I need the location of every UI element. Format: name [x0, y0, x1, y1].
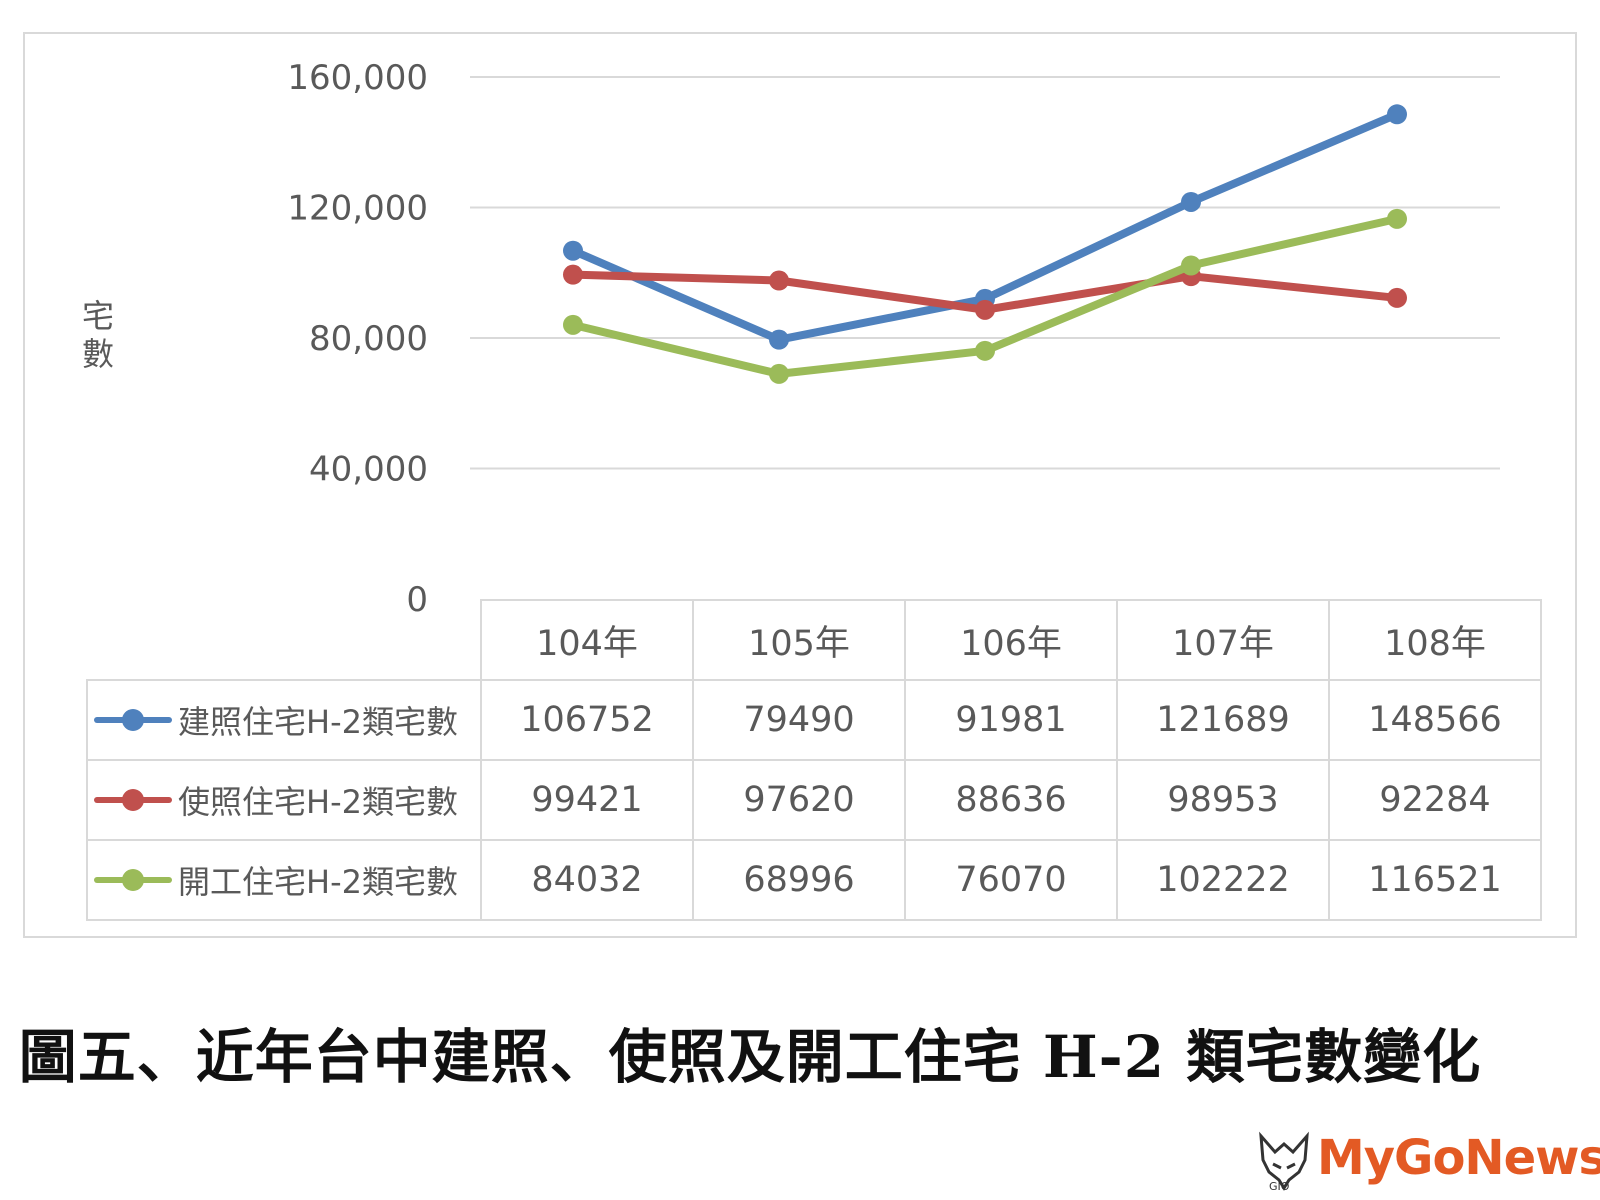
y-tick-label: 80,000 [309, 319, 428, 359]
legend-label: 使照住宅H-2類宅數 [178, 783, 458, 821]
legend-entry: 建照住宅H-2類宅數 [86, 679, 482, 761]
y-axis-label-char: 數 [82, 335, 114, 373]
data-value-cell: 97620 [692, 759, 906, 841]
data-point [975, 340, 995, 361]
data-value-cell: 98953 [1116, 759, 1330, 841]
data-value-cell: 102222 [1116, 839, 1330, 921]
data-value-cell: 106752 [480, 679, 694, 761]
legend-marker-icon [94, 788, 172, 812]
data-point [1387, 208, 1407, 229]
y-axis-ticks: 0 40,000 80,000 120,000 160,000 [287, 58, 428, 620]
data-value-cell: 76070 [904, 839, 1118, 921]
data-value-cell: 91981 [904, 679, 1118, 761]
category-header: 108年 [1328, 599, 1542, 681]
y-tick-label: 0 [406, 580, 428, 620]
figure-caption: 圖五、近年台中建照、使照及開工住宅 H-2 類宅數變化 [18, 1023, 1482, 1091]
table-corner [87, 600, 481, 680]
table-header-row: 104年 105年 106年 107年 108年 [87, 599, 1542, 681]
mygonews-logo: GIO MyGoNews [1255, 1130, 1600, 1193]
legend-label: 開工住宅H-2類宅數 [178, 863, 458, 901]
legend-entry: 開工住宅H-2類宅數 [86, 839, 482, 921]
data-point [1181, 255, 1201, 276]
legend-label: 建照住宅H-2類宅數 [178, 703, 458, 741]
data-value-cell: 92284 [1328, 759, 1542, 841]
series-3 [563, 208, 1407, 384]
data-point [769, 363, 789, 384]
category-header: 104年 [480, 599, 694, 681]
y-axis-label: 宅數 [82, 297, 114, 373]
data-point [563, 240, 583, 261]
table-body: 建照住宅H-2類宅數 106752 79490 91981 121689 148566 使照… [86, 679, 1542, 921]
series-lines [563, 104, 1407, 384]
data-value-cell: 121689 [1116, 679, 1330, 761]
legend-marker-icon [94, 868, 172, 892]
legend-entry: 使照住宅H-2類宅數 [86, 759, 482, 841]
y-tick-label: 160,000 [287, 58, 428, 98]
y-tick-label: 40,000 [309, 450, 428, 490]
table-row: 使照住宅H-2類宅數 99421 97620 88636 98953 92284 [86, 759, 1542, 841]
table-row: 建照住宅H-2類宅數 106752 79490 91981 121689 148566 [86, 679, 1542, 761]
y-tick-label: 120,000 [287, 189, 428, 229]
data-point [1181, 191, 1201, 212]
data-point [769, 329, 789, 350]
legend-marker-icon [94, 708, 172, 732]
data-value-cell: 68996 [692, 839, 906, 921]
data-table: 104年 105年 106年 107年 108年 建照住宅H-2類宅數 106752 794… [86, 599, 1542, 921]
data-point [563, 264, 583, 285]
data-value-cell: 99421 [480, 759, 694, 841]
logo-text: MyGoNews [1317, 1130, 1600, 1186]
fox-logo-icon: GIO [1259, 1131, 1309, 1193]
table-row: 開工住宅H-2類宅數 84032 68996 76070 102222 116521 [86, 839, 1542, 921]
data-value-cell: 148566 [1328, 679, 1542, 761]
data-point [1387, 104, 1407, 125]
data-value-cell: 84032 [480, 839, 694, 921]
svg-text:GIO: GIO [1269, 1180, 1290, 1192]
category-header: 107年 [1116, 599, 1330, 681]
data-value-cell: 88636 [904, 759, 1118, 841]
category-header: 106年 [904, 599, 1118, 681]
y-axis-label-char: 宅 [82, 297, 114, 335]
data-value-cell: 79490 [692, 679, 906, 761]
data-point [975, 299, 995, 320]
data-value-cell: 116521 [1328, 839, 1542, 921]
category-header: 105年 [692, 599, 906, 681]
data-point [1387, 287, 1407, 308]
data-point [563, 314, 583, 335]
data-point [769, 270, 789, 291]
series-2 [563, 264, 1407, 320]
